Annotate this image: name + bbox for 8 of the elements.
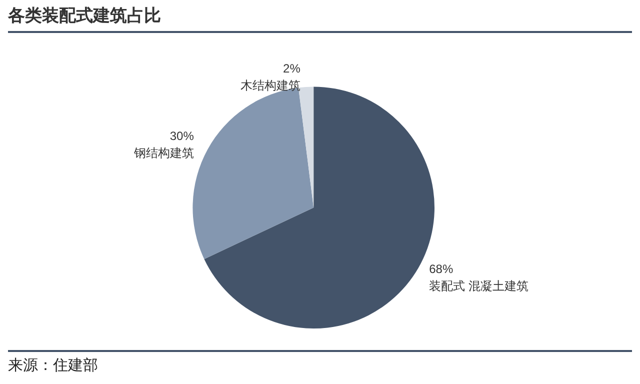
slice-label: 装配式 混凝土建筑 [429, 279, 528, 294]
data-label: 2% [283, 61, 301, 76]
data-label: 68% [429, 262, 454, 276]
chart-title: 各类装配式建筑占比 [8, 4, 632, 33]
source-note: 来源：住建部 [8, 350, 632, 375]
data-label: 30% [170, 129, 194, 144]
slice-label: 钢结构建筑 [132, 146, 194, 160]
slice-label: 木结构建筑 [240, 78, 300, 92]
